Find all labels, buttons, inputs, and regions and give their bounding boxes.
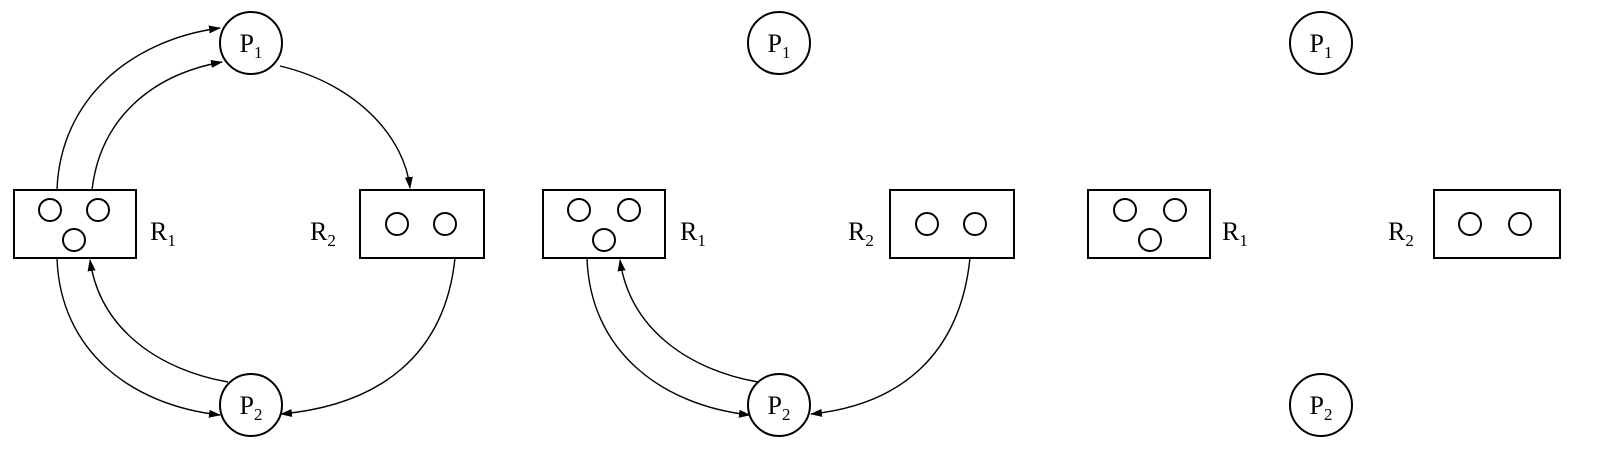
resource-unit — [915, 212, 939, 236]
resource-unit — [385, 212, 409, 236]
process-p2-subscript: 2 — [1324, 405, 1333, 424]
svg-text:P1: P1 — [1310, 29, 1333, 62]
svg-text:P1: P1 — [240, 29, 263, 62]
graph-panel-1: P1 P2 R1 R2 — [13, 11, 485, 437]
resource-r1-subscript: 1 — [1239, 231, 1248, 250]
graph-panel-3: P1 P2 R1 R2 — [1087, 11, 1561, 437]
resource-unit — [62, 228, 86, 252]
resource-unit — [567, 198, 591, 222]
process-p1: P1 — [219, 11, 283, 75]
edge-r1-to-p1-outer — [56, 25, 221, 191]
resource-r2: R2 — [1388, 189, 1561, 259]
resource-r1: R1 — [1087, 189, 1248, 259]
resource-r2-letter: R — [848, 217, 866, 246]
resource-r1-letter: R — [680, 217, 698, 246]
edge-p2-to-r1 — [617, 259, 759, 383]
svg-text:R1: R1 — [1222, 217, 1248, 250]
process-p1-subscript: 1 — [254, 43, 263, 62]
edge-r2-to-p2 — [810, 257, 971, 417]
resource-r1-subscript: 1 — [167, 231, 176, 250]
resource-unit — [1163, 198, 1187, 222]
resource-unit — [1508, 212, 1532, 236]
resource-unit — [86, 198, 110, 222]
svg-text:P2: P2 — [240, 391, 263, 424]
resource-r1: R1 — [542, 189, 706, 259]
svg-text:P2: P2 — [1310, 391, 1333, 424]
svg-text:R1: R1 — [680, 217, 706, 250]
resource-r2-letter: R — [310, 217, 328, 246]
process-p1-letter: P — [768, 29, 782, 58]
graph-panel-2: P1 P2 R1 R2 — [542, 11, 1015, 437]
edge-r1-to-p2 — [56, 257, 221, 418]
resource-unit — [433, 212, 457, 236]
edge-r1-to-p1-inner — [91, 60, 223, 191]
resource-r2: R2 — [848, 189, 1015, 259]
resource-r1-subscript: 1 — [697, 231, 706, 250]
process-p2: P2 — [219, 373, 283, 437]
process-p2-letter: P — [240, 391, 254, 420]
svg-text:R2: R2 — [848, 217, 874, 250]
resource-r1-letter: R — [150, 217, 168, 246]
edge-p1-to-r2 — [279, 65, 413, 189]
process-p1-letter: P — [1310, 29, 1324, 58]
resource-r2: R2 — [310, 189, 485, 259]
process-p1-subscript: 1 — [782, 43, 791, 62]
process-p2: P2 — [747, 373, 811, 437]
process-p2-letter: P — [768, 391, 782, 420]
resource-unit — [963, 212, 987, 236]
process-p1: P1 — [1289, 11, 1353, 75]
resource-unit — [592, 228, 616, 252]
svg-text:R2: R2 — [310, 217, 336, 250]
process-p1-subscript: 1 — [1324, 43, 1333, 62]
resource-r2-subscript: 2 — [327, 231, 336, 250]
process-p2-subscript: 2 — [254, 405, 263, 424]
resource-r1: R1 — [13, 189, 176, 259]
resource-unit — [1138, 228, 1162, 252]
process-p2-subscript: 2 — [782, 405, 791, 424]
resource-unit — [617, 198, 641, 222]
resource-unit — [1113, 198, 1137, 222]
process-p1: P1 — [747, 11, 811, 75]
resource-r1-letter: R — [1222, 217, 1240, 246]
process-p1-letter: P — [240, 29, 254, 58]
process-p2-letter: P — [1310, 391, 1324, 420]
resource-unit — [38, 198, 62, 222]
svg-text:P2: P2 — [768, 391, 791, 424]
svg-text:R1: R1 — [150, 217, 176, 250]
resource-r2-letter: R — [1388, 217, 1406, 246]
resource-r2-subscript: 2 — [1405, 231, 1414, 250]
resource-unit — [1458, 212, 1482, 236]
resource-r2-subscript: 2 — [865, 231, 874, 250]
edge-r1-to-p2 — [586, 257, 751, 418]
svg-text:P1: P1 — [768, 29, 791, 62]
edge-r2-to-p2 — [280, 257, 456, 417]
process-p2: P2 — [1289, 373, 1353, 437]
svg-text:R2: R2 — [1388, 217, 1414, 250]
edge-p2-to-r1 — [87, 259, 229, 383]
